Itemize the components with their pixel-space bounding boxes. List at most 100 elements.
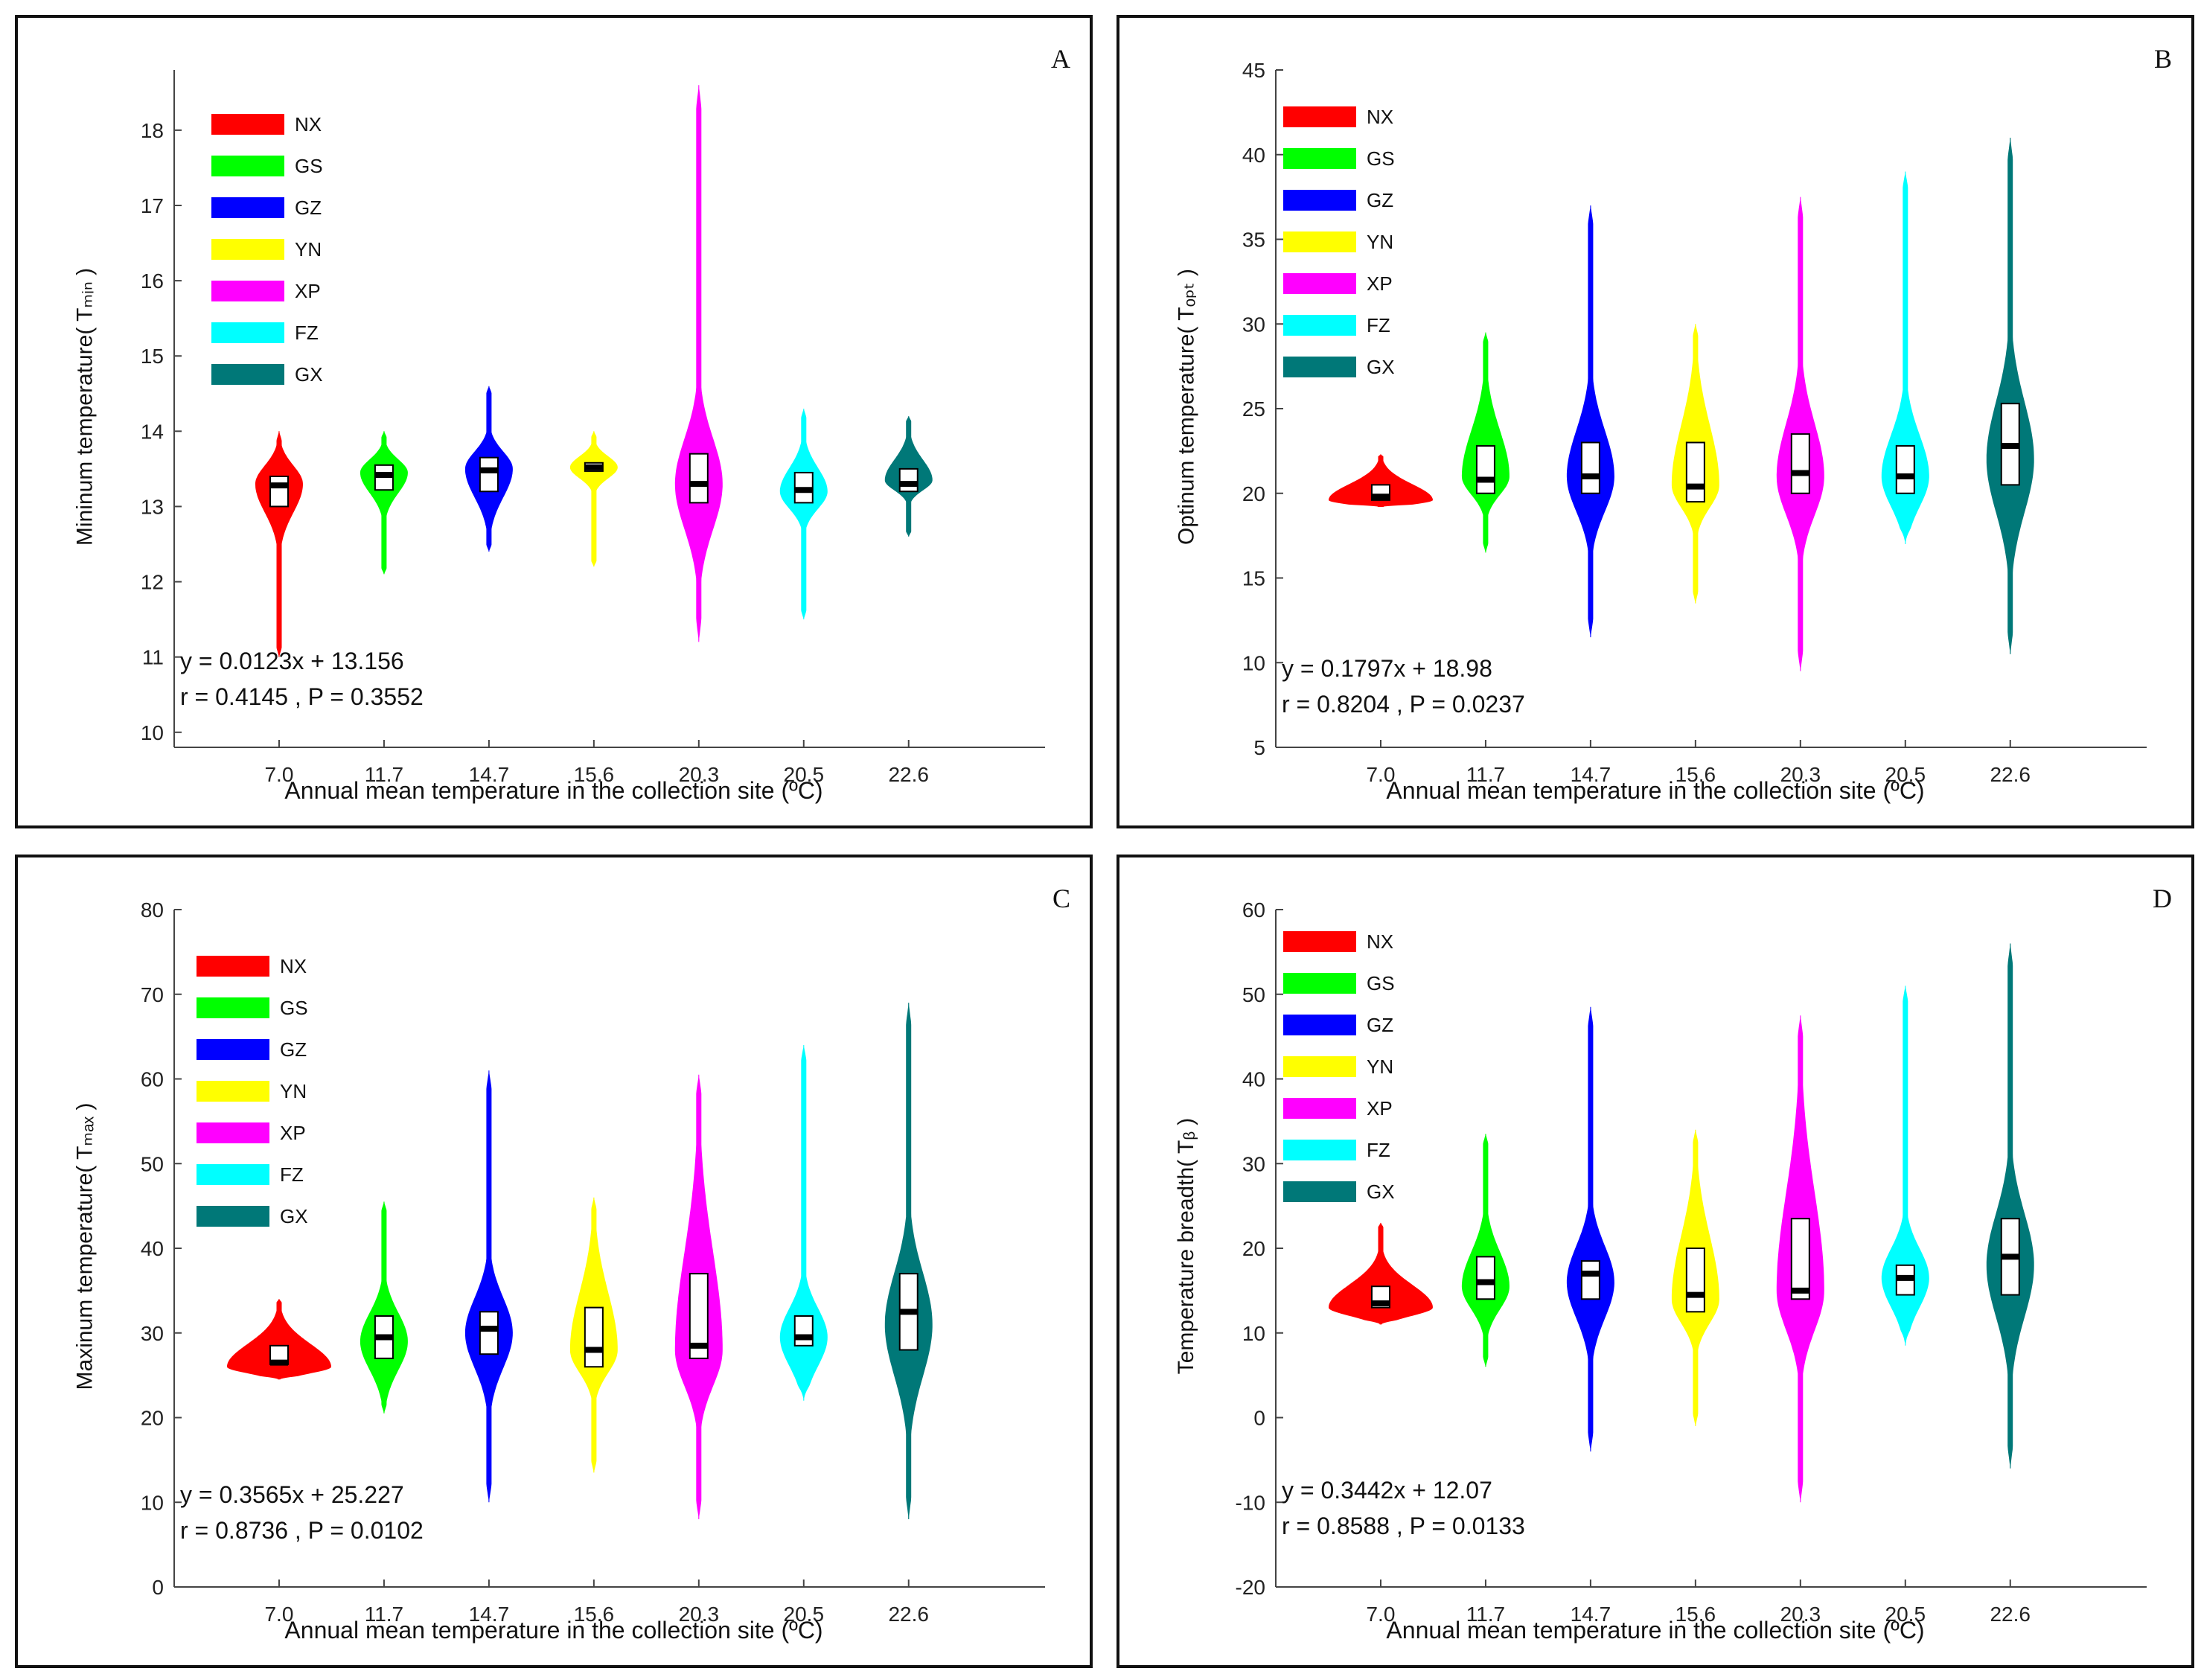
- legend-label: GZ: [1367, 1013, 1394, 1036]
- legend-item-fz: FZ: [197, 1154, 308, 1195]
- y-tick-label: 40: [1242, 1068, 1265, 1091]
- legend-label: YN: [1367, 1055, 1394, 1078]
- legend-label: YN: [295, 237, 322, 261]
- y-tick-label: 0: [152, 1576, 164, 1599]
- regression-annotation: y = 0.0123x + 13.156 r = 0.4145 , P = 0.…: [180, 643, 424, 715]
- box-yn: [1685, 441, 1705, 503]
- legend-label: FZ: [295, 321, 319, 344]
- panel-letter: D: [2153, 884, 2172, 913]
- legend-swatch: [197, 956, 269, 977]
- box-yn: [584, 1306, 604, 1368]
- legend-label: NX: [1367, 930, 1394, 953]
- x-tick-label: 7.0: [264, 1603, 293, 1626]
- legend-swatch: [1283, 357, 1356, 377]
- legend-item-gz: GZ: [1283, 1004, 1395, 1046]
- y-tick-label: 11: [142, 646, 164, 669]
- legend-item-fz: FZ: [1283, 1129, 1395, 1171]
- legend: NX GS GZ YN XP FZ GX: [211, 103, 323, 395]
- legend-label: GZ: [280, 1038, 307, 1061]
- legend-swatch: [1283, 148, 1356, 169]
- x-tick-label: 20.3: [679, 763, 720, 786]
- y-tick-label: 15: [141, 345, 164, 368]
- legend-swatch: [211, 197, 284, 218]
- box-yn: [1685, 1248, 1705, 1313]
- legend-swatch: [197, 1039, 269, 1060]
- regression-stats: r = 0.8736 , P = 0.0102: [180, 1517, 424, 1544]
- violin-fz: [1881, 986, 1929, 1346]
- legend-item-gx: GX: [197, 1195, 308, 1237]
- violin-gx: [1986, 943, 2034, 1469]
- legend-swatch: [1283, 1140, 1356, 1160]
- legend-swatch: [211, 281, 284, 301]
- legend-label: GX: [1367, 355, 1395, 378]
- legend-label: NX: [1367, 105, 1394, 128]
- legend-item-yn: YN: [1283, 1046, 1395, 1087]
- legend-item-gs: GS: [197, 987, 308, 1029]
- legend-swatch: [211, 239, 284, 260]
- legend: NX GS GZ YN XP FZ GX: [197, 945, 308, 1237]
- x-tick-label: 20.5: [784, 1603, 825, 1626]
- y-axis-label: Optinum temperature( Tₒₚₜ ): [1174, 269, 1199, 545]
- violin-gz: [464, 1070, 513, 1503]
- x-tick-label: 22.6: [888, 763, 929, 786]
- legend-item-nx: NX: [211, 103, 323, 145]
- violin-plot-c: 0 10 20 30 40 50 60 70 80 7.0 11.7 14.7 15.6 20.3 20.5…: [141, 898, 1045, 1626]
- panel-letter: B: [2153, 44, 2172, 74]
- regression-stats: r = 0.4145 , P = 0.3552: [180, 683, 424, 710]
- y-tick-label: 30: [1242, 313, 1265, 336]
- legend-swatch: [1283, 106, 1356, 127]
- y-tick-label: 70: [141, 983, 164, 1006]
- regression-stats: r = 0.8588 , P = 0.0133: [1282, 1513, 1525, 1539]
- legend-swatch: [211, 322, 284, 343]
- y-tick-label: 30: [1242, 1152, 1265, 1175]
- legend-swatch: [1283, 1098, 1356, 1119]
- legend-label: NX: [295, 112, 322, 135]
- legend-label: GS: [1367, 147, 1395, 170]
- violin-fz: [779, 409, 828, 620]
- legend-label: YN: [1367, 230, 1394, 253]
- legend-label: GX: [1367, 1180, 1395, 1203]
- legend-label: XP: [280, 1121, 306, 1144]
- x-tick-label: 11.7: [1466, 1603, 1505, 1626]
- violin-nx: [227, 1299, 331, 1380]
- legend-item-xp: XP: [1283, 1087, 1395, 1129]
- legend-item-gx: GX: [211, 354, 323, 395]
- x-tick-label: 20.5: [784, 763, 825, 786]
- y-tick-label: 10: [141, 721, 164, 744]
- legend-label: XP: [1367, 272, 1393, 295]
- x-tick-label: 20.5: [1885, 763, 1926, 786]
- y-tick-label: 60: [1242, 898, 1265, 922]
- violin-gs: [1461, 1134, 1510, 1367]
- y-tick-label: 0: [1253, 1407, 1265, 1430]
- y-axis-label: Temperature breadth( Tᵦ ): [1174, 1117, 1198, 1375]
- y-tick-label: 45: [1242, 59, 1265, 82]
- y-tick-label: 10: [1242, 1322, 1265, 1345]
- legend-item-yn: YN: [197, 1070, 308, 1112]
- legend-item-gz: GZ: [1283, 179, 1395, 221]
- box-nx: [269, 476, 289, 508]
- y-tick-label: 30: [141, 1322, 164, 1345]
- y-tick-label: 20: [141, 1407, 164, 1430]
- legend-item-gs: GS: [1283, 962, 1395, 1004]
- violin-plot-b: 5 10 15 20 25 30 35 40 45 7.0 11.7 14.7 15.6 20.3 20.5…: [1242, 59, 2147, 786]
- legend-item-xp: XP: [197, 1112, 308, 1154]
- box-gz: [1580, 1260, 1600, 1300]
- y-axis-label: Maxinum temperature( Tₘₐₓ ): [72, 1102, 98, 1390]
- legend-label: GS: [295, 154, 323, 177]
- regression-equation: y = 0.3442x + 12.07: [1282, 1477, 1492, 1504]
- box-xp: [689, 453, 709, 504]
- legend-swatch: [197, 997, 269, 1018]
- y-tick-label: 35: [1242, 229, 1265, 252]
- x-axis-label: Annual mean temperature in the collectio…: [284, 777, 823, 804]
- x-tick-label: 11.7: [365, 1603, 403, 1626]
- box-xp: [1790, 433, 1810, 494]
- x-tick-label: 14.7: [469, 763, 510, 786]
- box-gs: [1475, 445, 1495, 494]
- y-axis-label: Mininum temperature( Tₘᵢₙ ): [72, 267, 98, 546]
- y-tick-label: 25: [1242, 397, 1265, 421]
- x-tick-label: 20.3: [1780, 763, 1821, 786]
- violin-gx: [1986, 138, 2034, 654]
- x-tick-label: 15.6: [574, 763, 615, 786]
- box-gs: [1475, 1256, 1495, 1300]
- x-tick-label: 15.6: [574, 1603, 615, 1626]
